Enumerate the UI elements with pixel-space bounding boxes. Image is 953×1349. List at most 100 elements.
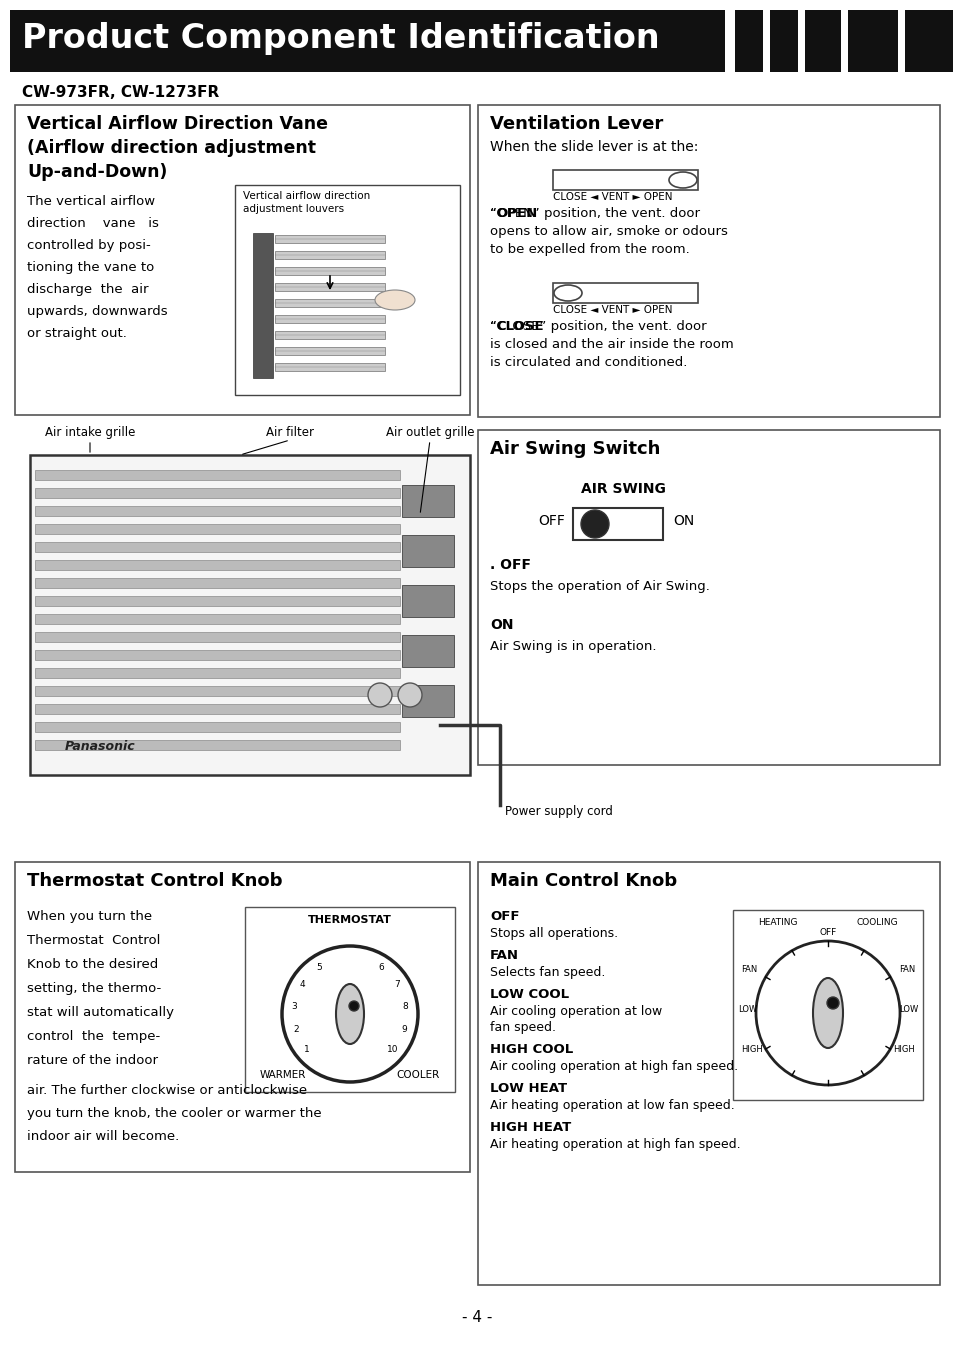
Text: Air Swing is in operation.: Air Swing is in operation. (490, 639, 656, 653)
FancyBboxPatch shape (35, 560, 399, 571)
FancyBboxPatch shape (35, 722, 399, 733)
Text: “CLOSE” position, the vent. door: “CLOSE” position, the vent. door (490, 320, 706, 333)
FancyBboxPatch shape (35, 577, 399, 588)
Text: or straight out.: or straight out. (27, 326, 127, 340)
FancyBboxPatch shape (35, 596, 399, 606)
FancyBboxPatch shape (274, 267, 385, 275)
Text: Air outlet grille: Air outlet grille (385, 426, 474, 438)
Text: ON: ON (490, 618, 513, 631)
Text: HIGH COOL: HIGH COOL (490, 1043, 573, 1056)
Text: LOW: LOW (898, 1005, 917, 1014)
Text: Panasonic: Panasonic (65, 741, 135, 753)
Text: Air intake grille: Air intake grille (45, 426, 135, 438)
Text: Power supply cord: Power supply cord (504, 805, 612, 817)
FancyBboxPatch shape (253, 233, 273, 378)
Text: rature of the indoor: rature of the indoor (27, 1054, 158, 1067)
Text: Air cooling operation at low: Air cooling operation at low (490, 1005, 661, 1018)
FancyBboxPatch shape (35, 614, 399, 625)
Text: 2: 2 (294, 1025, 298, 1033)
FancyBboxPatch shape (401, 635, 454, 666)
Circle shape (580, 510, 608, 538)
Text: The vertical airflow: The vertical airflow (27, 196, 155, 208)
FancyBboxPatch shape (15, 105, 470, 415)
Text: Product Component Identification: Product Component Identification (22, 22, 659, 55)
Circle shape (349, 1001, 358, 1010)
Ellipse shape (554, 285, 581, 301)
Text: Air heating operation at low fan speed.: Air heating operation at low fan speed. (490, 1099, 734, 1112)
Text: tioning the vane to: tioning the vane to (27, 260, 154, 274)
Text: control  the  tempe-: control the tempe- (27, 1031, 160, 1043)
Text: 5: 5 (315, 963, 321, 973)
Text: HEATING: HEATING (758, 919, 797, 927)
FancyBboxPatch shape (477, 862, 939, 1286)
Text: fan speed.: fan speed. (490, 1021, 556, 1033)
Text: CW-973FR, CW-1273FR: CW-973FR, CW-1273FR (22, 85, 219, 100)
Text: LOW COOL: LOW COOL (490, 987, 569, 1001)
Ellipse shape (375, 290, 415, 310)
Text: - 4 -: - 4 - (461, 1310, 492, 1325)
Text: opens to allow air, smoke or odours: opens to allow air, smoke or odours (490, 225, 727, 237)
Text: OPEN: OPEN (496, 206, 537, 220)
FancyBboxPatch shape (804, 9, 841, 71)
Text: WARMER: WARMER (260, 1070, 306, 1081)
Text: is closed and the air inside the room: is closed and the air inside the room (490, 339, 733, 351)
FancyBboxPatch shape (769, 9, 797, 71)
FancyBboxPatch shape (35, 704, 399, 714)
FancyBboxPatch shape (35, 650, 399, 660)
Text: to be expelled from the room.: to be expelled from the room. (490, 243, 689, 256)
Text: . OFF: . OFF (490, 558, 531, 572)
Text: CLOSE ◄ VENT ► OPEN: CLOSE ◄ VENT ► OPEN (553, 192, 672, 202)
FancyBboxPatch shape (245, 907, 455, 1091)
Ellipse shape (335, 983, 364, 1044)
Text: air. The further clockwise or anticlockwise: air. The further clockwise or anticlockw… (27, 1085, 307, 1097)
Text: 1: 1 (304, 1045, 310, 1055)
Ellipse shape (668, 173, 697, 188)
Circle shape (282, 946, 417, 1082)
Text: OFF: OFF (819, 928, 836, 938)
FancyBboxPatch shape (35, 631, 399, 642)
Circle shape (826, 997, 838, 1009)
FancyBboxPatch shape (35, 469, 399, 480)
Text: Air heating operation at high fan speed.: Air heating operation at high fan speed. (490, 1139, 740, 1151)
Text: Vertical Airflow Direction Vane: Vertical Airflow Direction Vane (27, 115, 328, 134)
Text: AIR SWING: AIR SWING (580, 482, 665, 496)
Text: indoor air will become.: indoor air will become. (27, 1130, 179, 1143)
Text: HIGH HEAT: HIGH HEAT (490, 1121, 571, 1135)
FancyBboxPatch shape (477, 430, 939, 765)
Text: Up-and-Down): Up-and-Down) (27, 163, 167, 181)
Text: “: “ (490, 206, 497, 220)
Text: Main Control Knob: Main Control Knob (490, 871, 677, 890)
Text: you turn the knob, the cooler or warmer the: you turn the knob, the cooler or warmer … (27, 1108, 321, 1120)
FancyBboxPatch shape (35, 741, 399, 750)
Text: setting, the thermo-: setting, the thermo- (27, 982, 161, 996)
Text: 3: 3 (292, 1002, 297, 1010)
Text: 4: 4 (299, 979, 305, 989)
Text: Thermostat Control Knob: Thermostat Control Knob (27, 871, 282, 890)
FancyBboxPatch shape (553, 283, 698, 304)
Text: 8: 8 (402, 1002, 408, 1010)
FancyBboxPatch shape (401, 585, 454, 616)
FancyBboxPatch shape (274, 251, 385, 259)
FancyBboxPatch shape (35, 523, 399, 534)
Text: FAN: FAN (740, 965, 757, 974)
Text: 9: 9 (400, 1025, 406, 1033)
FancyBboxPatch shape (734, 9, 762, 71)
Circle shape (368, 683, 392, 707)
Ellipse shape (812, 978, 842, 1048)
FancyBboxPatch shape (10, 9, 724, 71)
Text: OFF: OFF (537, 514, 564, 527)
Text: 10: 10 (387, 1045, 398, 1055)
FancyBboxPatch shape (274, 363, 385, 371)
Text: Vertical airflow direction
adjustment louvers: Vertical airflow direction adjustment lo… (243, 192, 370, 214)
Text: HIGH: HIGH (740, 1045, 762, 1054)
Text: (Airflow direction adjustment: (Airflow direction adjustment (27, 139, 315, 156)
FancyBboxPatch shape (573, 509, 662, 540)
Text: upwards, downwards: upwards, downwards (27, 305, 168, 318)
Text: controlled by posi-: controlled by posi- (27, 239, 151, 252)
FancyBboxPatch shape (274, 347, 385, 355)
FancyBboxPatch shape (274, 283, 385, 291)
Text: Knob to the desired: Knob to the desired (27, 958, 158, 971)
Text: “OPEN” position, the vent. door: “OPEN” position, the vent. door (490, 206, 700, 220)
FancyBboxPatch shape (847, 9, 897, 71)
Text: Air cooling operation at high fan speed.: Air cooling operation at high fan speed. (490, 1060, 738, 1072)
